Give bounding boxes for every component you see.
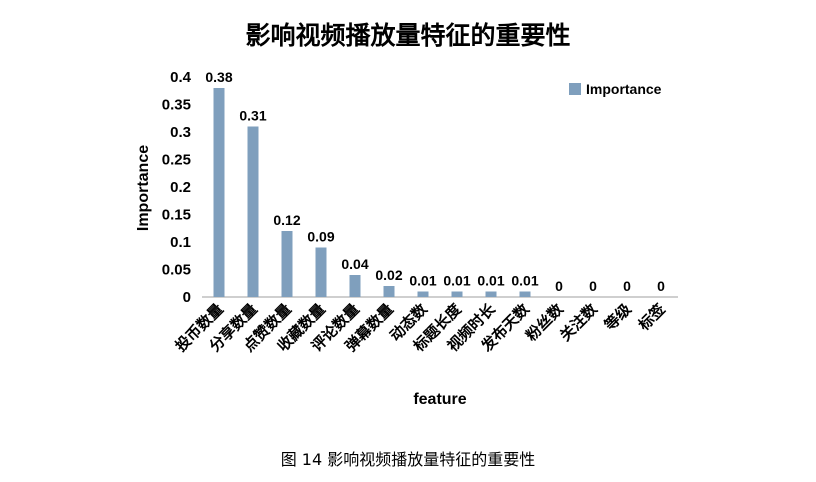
bar: [281, 231, 293, 297]
y-tick-label: 0.3: [170, 124, 191, 141]
legend-label: Importance: [586, 81, 662, 97]
bar: [383, 286, 395, 297]
data-label: 0: [555, 278, 563, 294]
y-axis-title: Importance: [135, 145, 152, 231]
data-label: 0: [657, 278, 665, 294]
bar: [315, 247, 327, 297]
y-tick-label: 0.25: [162, 152, 191, 169]
y-tick-label: 0.4: [170, 69, 192, 86]
data-label: 0.01: [477, 273, 504, 289]
data-label: 0.01: [443, 273, 470, 289]
bar: [417, 291, 429, 297]
y-tick-label: 0.2: [170, 179, 191, 196]
data-label: 0.01: [409, 273, 436, 289]
category-labels: 投币数量分享数量点赞数量收藏数量评论数量弹幕数量动态数标题长度视频时长发布天数粉…: [172, 299, 670, 356]
data-label: 0.04: [341, 256, 368, 272]
x-tick-label: 标签: [634, 299, 669, 334]
bar-chart: 影响视频播放量特征的重要性 Importance feature 0 0.05 0.…: [135, 21, 678, 408]
y-tick-label: 0.1: [170, 234, 191, 251]
y-tick-label: 0: [183, 289, 191, 306]
chart-title: 影响视频播放量特征的重要性: [245, 21, 570, 50]
bar: [213, 88, 225, 297]
data-label: 0.12: [273, 212, 300, 228]
data-labels: 0.38 0.31 0.12 0.09 0.04 0.02 0.01 0.01 0.01 0.01…: [205, 69, 665, 294]
data-label: 0.02: [375, 267, 402, 283]
data-label: 0: [623, 278, 631, 294]
data-label: 0.31: [239, 108, 266, 124]
x-tick-label: 关注数: [556, 299, 601, 344]
y-tick-label: 0.15: [162, 207, 191, 224]
legend: Importance: [569, 81, 662, 97]
data-label: 0.01: [511, 273, 538, 289]
bar: [519, 291, 531, 297]
bar: [451, 291, 463, 297]
data-label: 0.09: [307, 229, 334, 245]
y-tick-label: 0.05: [162, 262, 191, 279]
legend-swatch: [569, 83, 581, 95]
x-axis-title: feature: [413, 391, 466, 408]
bars: [213, 88, 531, 297]
data-label: 0: [589, 278, 597, 294]
bar: [349, 275, 361, 297]
bar: [485, 291, 497, 297]
figure-caption: 图 14 影响视频播放量特征的重要性: [280, 450, 536, 469]
y-tick-label: 0.35: [162, 97, 191, 114]
y-tick-labels: 0 0.05 0.1 0.15 0.2 0.25 0.3 0.35 0.4: [162, 69, 192, 306]
data-label: 0.38: [205, 69, 232, 85]
x-tick-label: 粉丝数: [522, 299, 567, 344]
bar: [247, 126, 259, 297]
x-tick-label: 等级: [601, 299, 636, 334]
